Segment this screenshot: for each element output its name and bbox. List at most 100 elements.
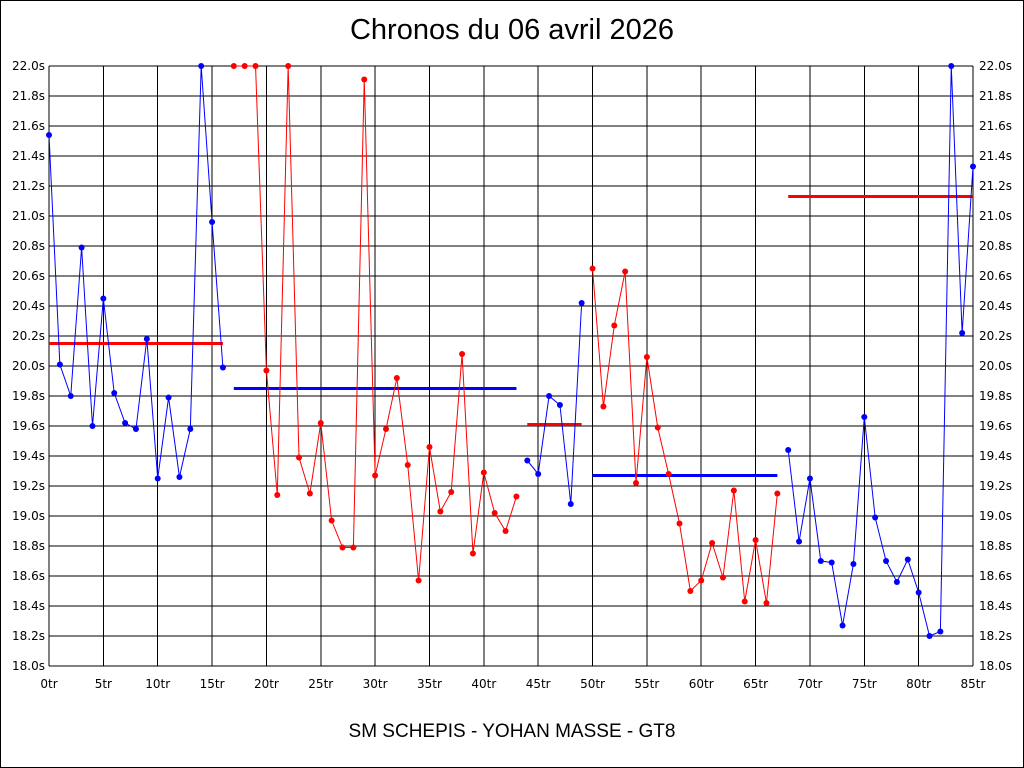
- data-point: [143, 336, 150, 342]
- data-point: [600, 403, 607, 410]
- y-tick-label-right: 18.4s: [979, 599, 1012, 613]
- data-point: [861, 414, 868, 420]
- lap-series: [46, 63, 976, 639]
- y-tick-label-right: 18.8s: [979, 539, 1012, 553]
- data-point: [524, 457, 531, 464]
- data-point: [850, 561, 857, 567]
- y-tick-label-left: 20.8s: [12, 239, 45, 253]
- data-point: [513, 493, 520, 500]
- y-tick-label-left: 18.0s: [12, 659, 45, 673]
- y-tick-label-left: 18.4s: [12, 599, 45, 613]
- data-point: [448, 489, 455, 495]
- data-point: [796, 538, 803, 545]
- data-point: [491, 510, 498, 516]
- data-point: [209, 219, 216, 225]
- x-tick-label: 80tr: [906, 677, 931, 691]
- data-point: [317, 420, 324, 426]
- data-point: [306, 490, 313, 497]
- x-tick-label: 5tr: [95, 677, 112, 691]
- data-point: [176, 474, 183, 480]
- x-tick-label: 10tr: [145, 677, 170, 691]
- data-point: [111, 390, 118, 396]
- data-point: [263, 367, 270, 374]
- data-point: [719, 574, 726, 581]
- data-point: [252, 63, 259, 69]
- y-tick-label-left: 21.6s: [12, 119, 45, 133]
- data-point: [643, 354, 650, 360]
- data-point: [198, 63, 205, 69]
- chart-footer: SM SCHEPIS - YOHAN MASSE - GT8: [348, 721, 676, 742]
- y-tick-label-left: 19.6s: [12, 419, 45, 433]
- data-point: [100, 295, 107, 302]
- y-tick-label-left: 20.4s: [12, 299, 45, 313]
- y-tick-label-left: 22.0s: [12, 59, 45, 73]
- data-point: [633, 480, 640, 486]
- data-point: [763, 600, 770, 606]
- data-point: [187, 426, 194, 432]
- x-tick-label: 50tr: [580, 677, 605, 691]
- x-tick-label: 20tr: [254, 677, 279, 691]
- data-point: [285, 63, 292, 69]
- data-point: [828, 559, 835, 566]
- y-tick-label-left: 20.6s: [12, 269, 45, 283]
- data-point: [698, 577, 705, 584]
- y-tick-label-right: 19.4s: [979, 449, 1012, 463]
- data-point: [361, 76, 368, 83]
- data-point: [567, 501, 574, 507]
- y-tick-label-left: 21.8s: [12, 89, 45, 103]
- y-tick-label-right: 21.4s: [979, 149, 1012, 163]
- data-point: [915, 589, 922, 596]
- grid-lines: [48, 65, 974, 667]
- data-point: [372, 472, 379, 479]
- data-point: [328, 517, 335, 524]
- y-tick-label-right: 21.2s: [979, 179, 1012, 193]
- data-point: [426, 444, 433, 450]
- data-point: [350, 544, 357, 551]
- data-point: [676, 520, 683, 527]
- data-point: [132, 426, 139, 432]
- y-tick-label-right: 21.8s: [979, 89, 1012, 103]
- data-point: [219, 364, 226, 371]
- x-tick-label: 25tr: [308, 677, 333, 691]
- y-tick-label-left: 19.4s: [12, 449, 45, 463]
- data-point: [622, 268, 629, 275]
- x-tick-label: 65tr: [743, 677, 768, 691]
- y-tick-label-right: 20.4s: [979, 299, 1012, 313]
- y-tick-label-left: 18.6s: [12, 569, 45, 583]
- data-point: [872, 514, 879, 521]
- data-point: [883, 558, 890, 564]
- x-tick-label: 35tr: [417, 677, 442, 691]
- y-tick-label-right: 21.6s: [979, 119, 1012, 133]
- data-point: [546, 393, 553, 399]
- y-tick-label-right: 19.8s: [979, 389, 1012, 403]
- data-point: [241, 63, 248, 69]
- y-tick-label-left: 20.2s: [12, 329, 45, 343]
- data-point: [904, 556, 911, 563]
- x-tick-label: 0tr: [40, 677, 57, 691]
- data-point: [578, 300, 585, 306]
- data-point: [774, 490, 781, 497]
- data-point: [948, 63, 955, 69]
- data-point: [437, 508, 444, 515]
- y-tick-label-right: 19.0s: [979, 509, 1012, 523]
- data-point: [230, 63, 237, 69]
- data-point: [556, 402, 563, 408]
- data-point: [480, 469, 487, 476]
- y-tick-label-right: 20.8s: [979, 239, 1012, 253]
- y-tick-label-right: 20.2s: [979, 329, 1012, 343]
- data-point: [589, 265, 596, 272]
- x-tick-label: 30tr: [363, 677, 388, 691]
- average-lines: [49, 195, 973, 477]
- data-point: [67, 393, 74, 399]
- data-point: [89, 423, 96, 429]
- y-tick-label-left: 21.0s: [12, 209, 45, 223]
- y-tick-label-left: 21.2s: [12, 179, 45, 193]
- y-tick-label-right: 19.6s: [979, 419, 1012, 433]
- x-tick-label: 45tr: [526, 677, 551, 691]
- y-tick-label-right: 19.2s: [979, 479, 1012, 493]
- data-point: [839, 622, 846, 629]
- data-point: [611, 322, 618, 329]
- data-point: [785, 447, 792, 453]
